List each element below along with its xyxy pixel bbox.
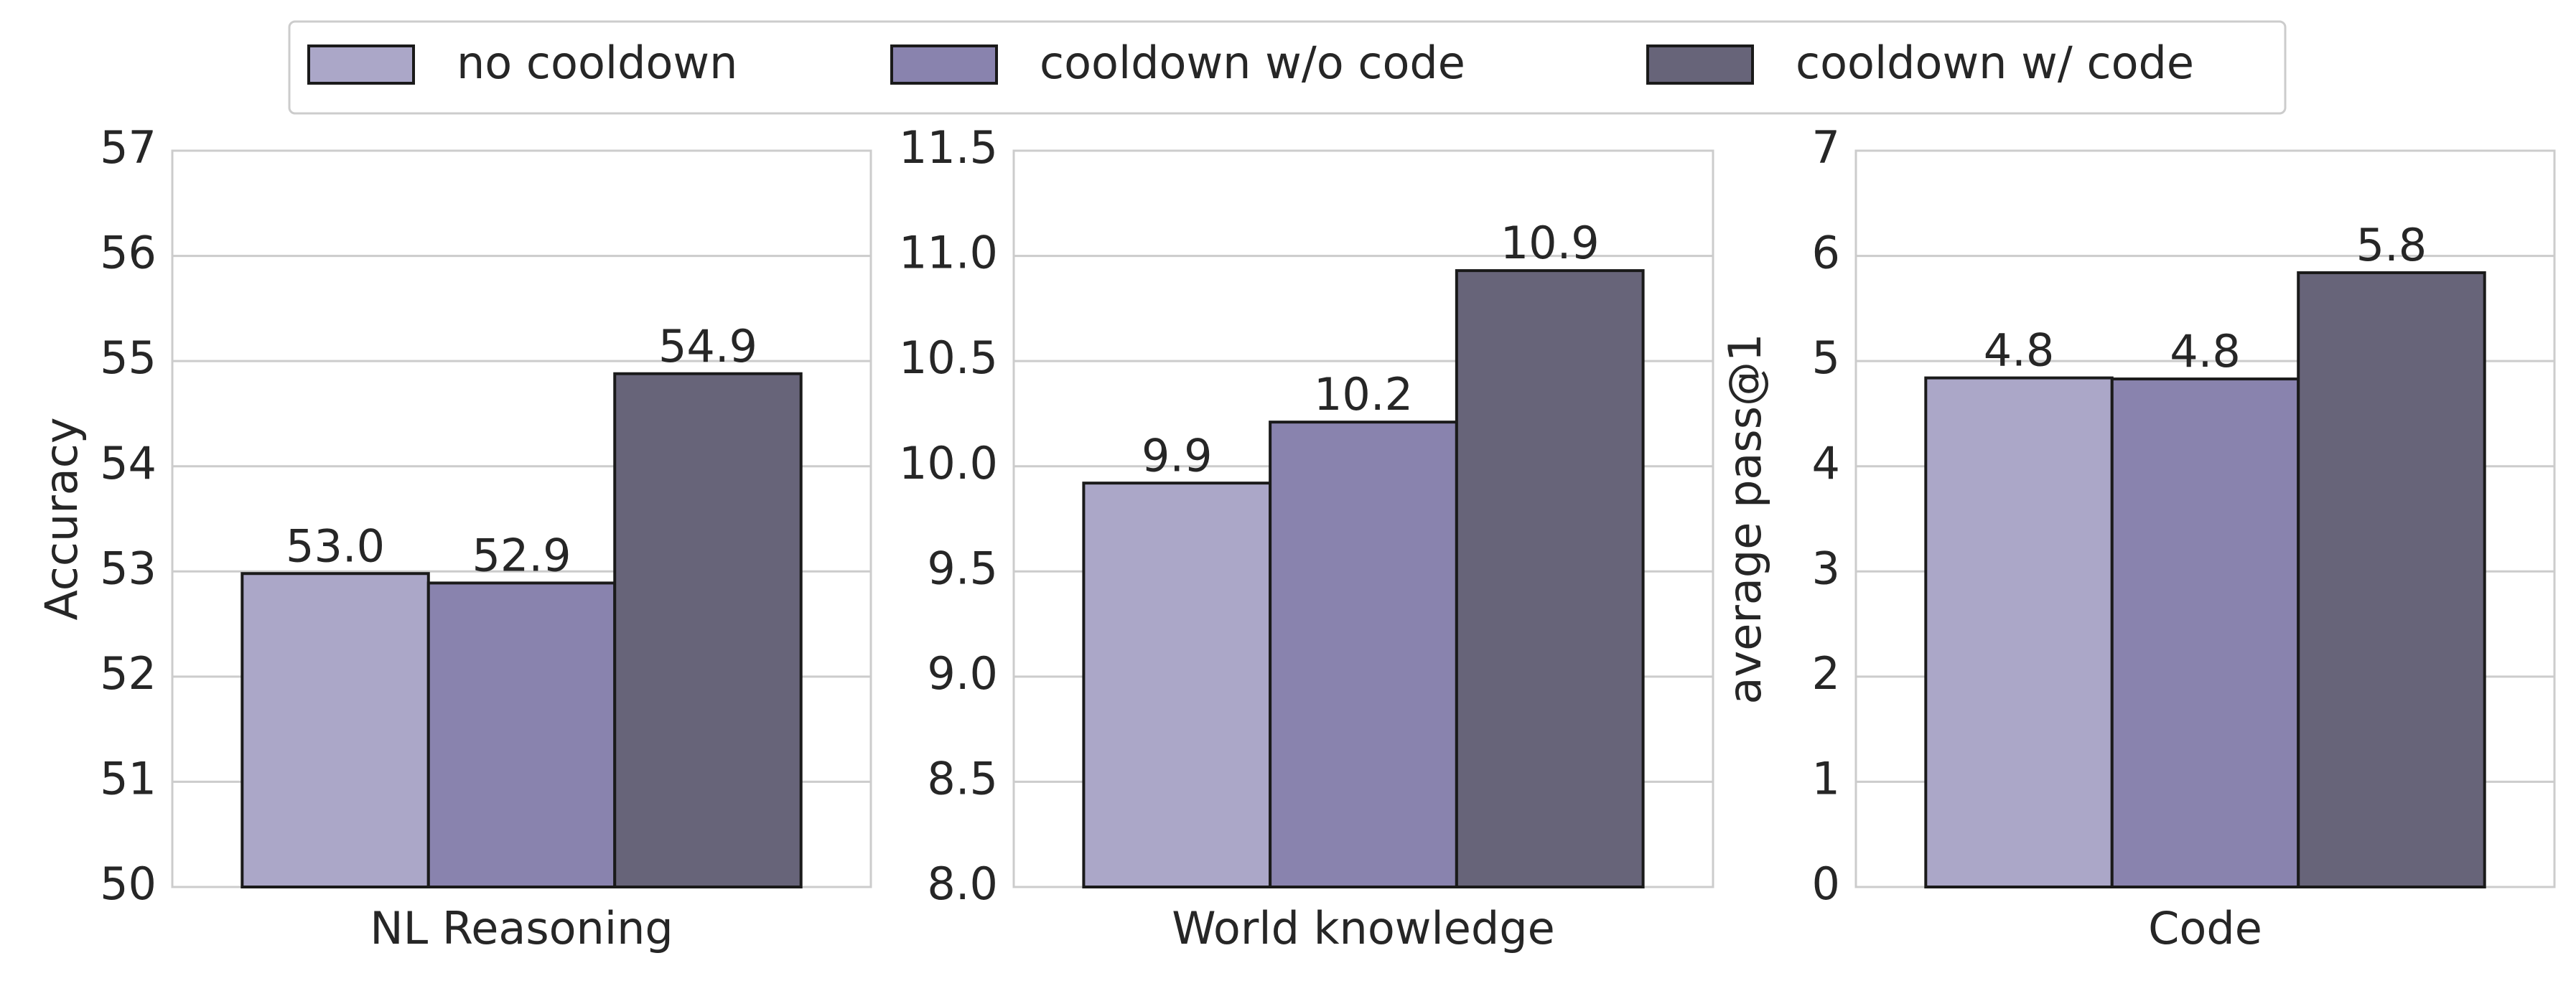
- y-tick-label: 9.0: [927, 647, 998, 700]
- y-tick-label: 5: [1812, 332, 1840, 384]
- y-tick-label: 51: [100, 753, 157, 805]
- y-tick-label: 6: [1812, 227, 1840, 279]
- y-tick-label: 56: [100, 227, 157, 279]
- y-tick-label: 3: [1812, 542, 1840, 594]
- data-label: 54.9: [658, 320, 757, 372]
- data-label: 4.8: [2170, 325, 2241, 377]
- legend-swatch: [890, 44, 998, 85]
- y-tick-label: 57: [100, 121, 157, 174]
- y-tick-label: 8.0: [927, 858, 998, 910]
- y-tick-label: 54: [100, 437, 157, 489]
- y-tick-label: 10.0: [899, 437, 998, 489]
- y-tick-label: 10.5: [899, 332, 998, 384]
- x-tick-label: NL Reasoning: [370, 902, 673, 954]
- bar: [2110, 377, 2300, 888]
- y-tick-label: 55: [100, 332, 157, 384]
- y-tick-label: 2: [1812, 647, 1840, 700]
- legend-swatch: [1646, 44, 1754, 85]
- bar: [1269, 421, 1458, 888]
- bar: [613, 372, 803, 888]
- y-tick-label: 53: [100, 542, 157, 594]
- data-label: 10.2: [1314, 368, 1413, 421]
- y-tick-label: 50: [100, 858, 157, 910]
- y-axis-label: Accuracy: [35, 417, 88, 620]
- y-tick-label: 7: [1812, 121, 1840, 174]
- y-tick-label: 11.5: [899, 121, 998, 174]
- y-tick-label: 11.0: [899, 227, 998, 279]
- y-tick-label: 1: [1812, 753, 1840, 805]
- data-label: 4.8: [1984, 324, 2055, 377]
- y-tick-label: 52: [100, 647, 157, 700]
- data-label: 53.0: [286, 520, 385, 572]
- data-label: 9.9: [1142, 429, 1213, 482]
- legend-swatch: [307, 44, 415, 85]
- data-label: 5.8: [2356, 219, 2427, 271]
- bar: [2297, 271, 2486, 889]
- x-tick-label: World knowledge: [1172, 902, 1554, 954]
- bar: [1455, 269, 1645, 888]
- legend-label: cooldown w/ code: [1796, 37, 2194, 89]
- bar: [241, 572, 430, 889]
- data-label: 10.9: [1501, 217, 1600, 269]
- legend-label: cooldown w/o code: [1040, 37, 1465, 89]
- data-label: 52.9: [472, 530, 571, 582]
- y-axis-label: average pass@1: [1719, 334, 1771, 705]
- y-tick-label: 8.5: [927, 753, 998, 805]
- x-tick-label: Code: [2148, 902, 2262, 954]
- bar: [1082, 482, 1272, 888]
- bar: [1924, 376, 2114, 888]
- y-tick-label: 0: [1812, 858, 1840, 910]
- y-tick-label: 9.5: [927, 542, 998, 594]
- legend-box: [288, 20, 2287, 115]
- y-tick-label: 4: [1812, 437, 1840, 489]
- legend-label: no cooldown: [457, 37, 737, 89]
- bar: [426, 581, 617, 888]
